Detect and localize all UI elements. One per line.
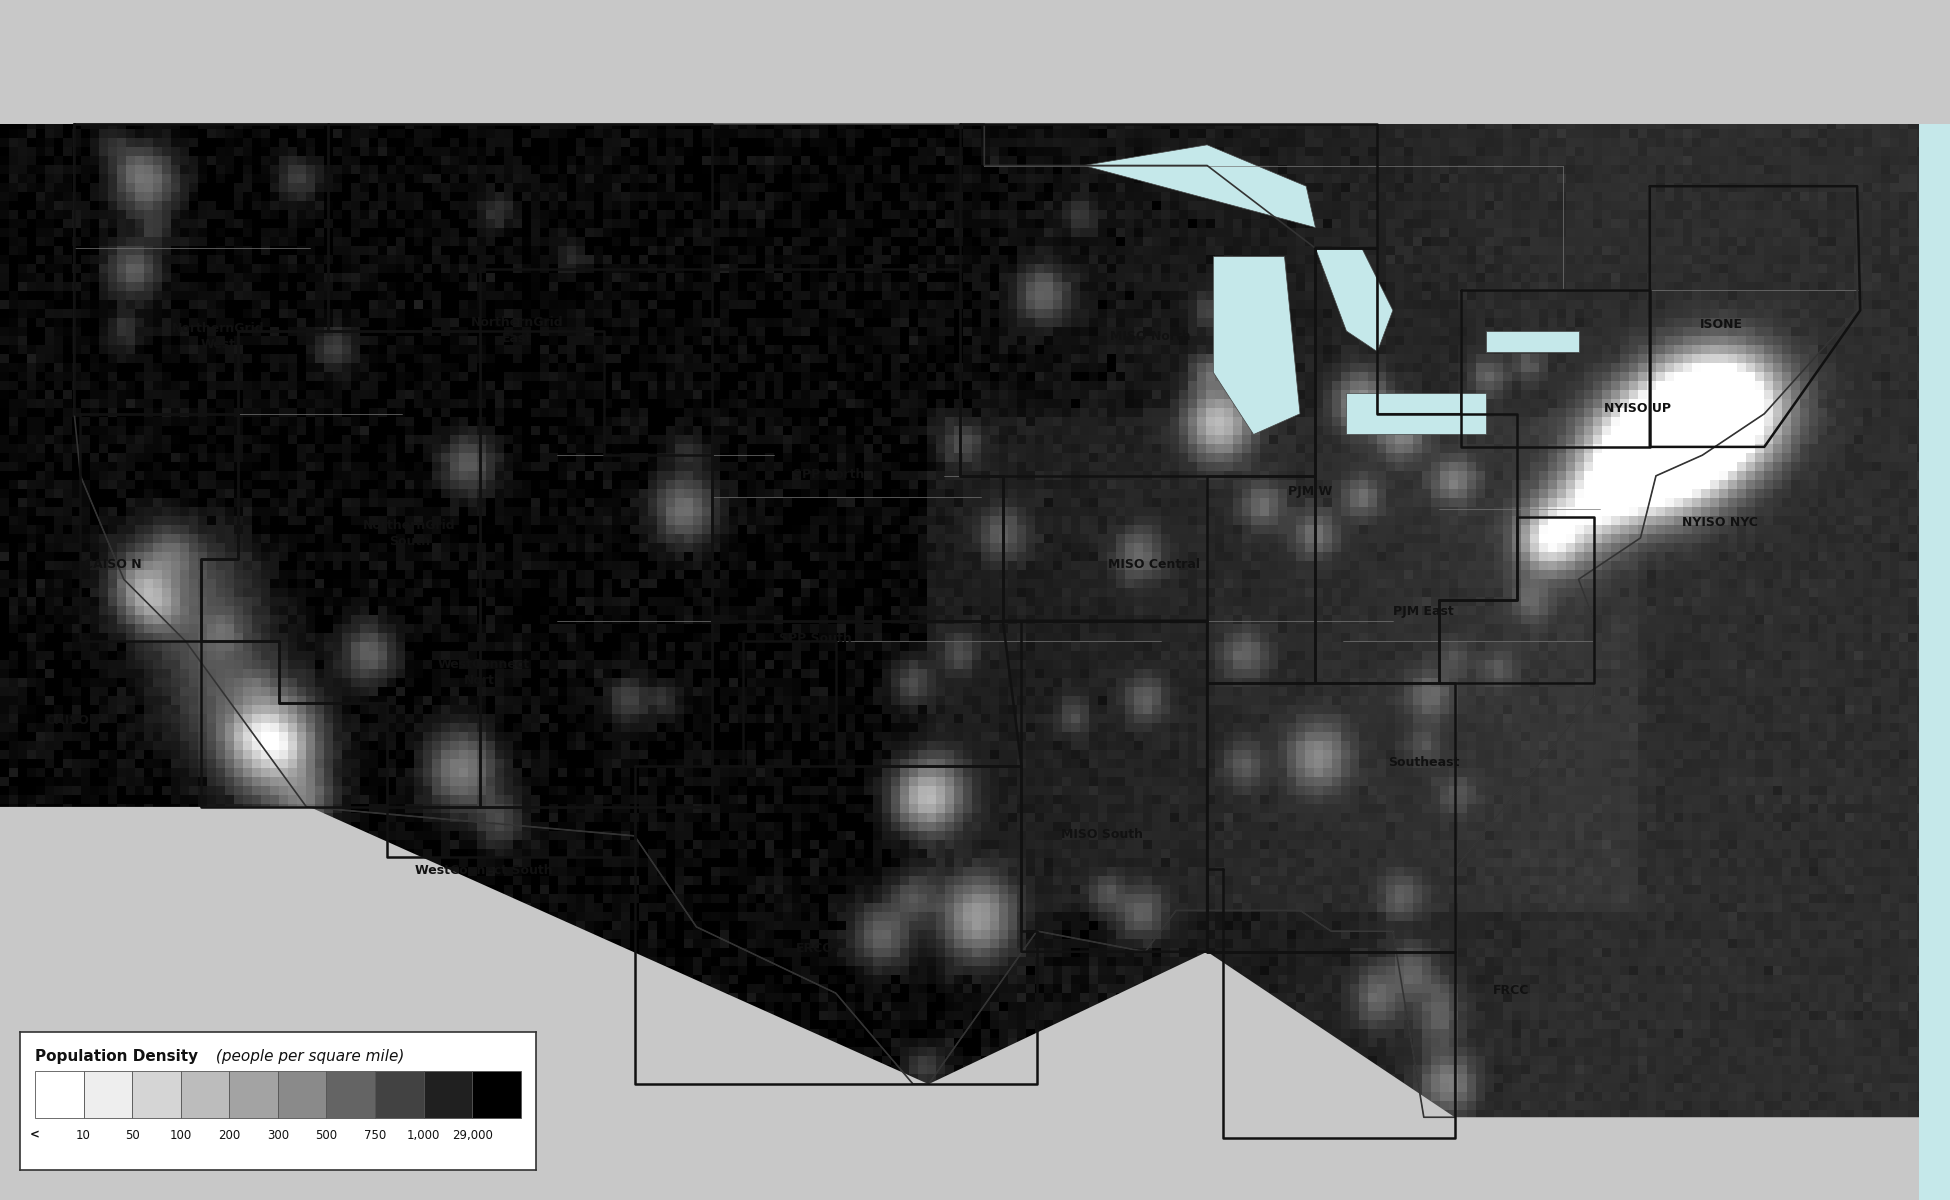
Text: 100: 100 <box>170 1128 191 1141</box>
Polygon shape <box>1213 257 1301 434</box>
Text: NorthernGrid
South: NorthernGrid South <box>363 520 456 548</box>
Bar <box>277 1070 326 1117</box>
Text: PJM W: PJM W <box>1289 486 1332 498</box>
Text: <: < <box>29 1128 39 1141</box>
Bar <box>472 1070 521 1117</box>
Text: WestConnect South: WestConnect South <box>415 864 552 876</box>
Text: MISO South: MISO South <box>1061 828 1143 840</box>
Text: NorthernGrid
West: NorthernGrid West <box>172 322 265 350</box>
Bar <box>374 1070 423 1117</box>
Polygon shape <box>1084 145 1316 228</box>
Polygon shape <box>1919 0 1950 1200</box>
Text: 29,000: 29,000 <box>452 1128 493 1141</box>
Text: ISONE: ISONE <box>1700 318 1743 330</box>
Text: 750: 750 <box>365 1128 386 1141</box>
Text: (people per square mile): (people per square mile) <box>211 1049 404 1063</box>
Text: NorthernGrid
East: NorthernGrid East <box>470 316 564 344</box>
Polygon shape <box>0 0 1950 124</box>
Polygon shape <box>0 806 1950 1200</box>
Text: 1,000: 1,000 <box>408 1128 441 1141</box>
Text: SPP South: SPP South <box>778 632 852 644</box>
Text: 500: 500 <box>316 1128 337 1141</box>
Text: NYISO UP: NYISO UP <box>1605 402 1671 414</box>
Bar <box>35 1070 84 1117</box>
Text: 50: 50 <box>125 1128 140 1141</box>
Polygon shape <box>1316 248 1392 352</box>
Bar <box>423 1070 472 1117</box>
Polygon shape <box>1486 331 1580 352</box>
Text: PJM East: PJM East <box>1392 606 1455 618</box>
Text: MISO North: MISO North <box>1110 330 1191 342</box>
Text: WestConnect
North: WestConnect North <box>437 658 530 686</box>
Text: SPP North: SPP North <box>794 468 864 480</box>
Polygon shape <box>0 0 1950 124</box>
Text: MISO Central: MISO Central <box>1108 558 1201 570</box>
Text: CAISO S: CAISO S <box>47 714 101 726</box>
Polygon shape <box>1346 394 1486 434</box>
Text: 10: 10 <box>76 1128 92 1141</box>
Bar <box>84 1070 133 1117</box>
Bar <box>230 1070 277 1117</box>
Text: FRCC: FRCC <box>1494 984 1529 996</box>
Text: NYISO NYC: NYISO NYC <box>1683 516 1757 528</box>
Text: CAISO N: CAISO N <box>84 558 142 570</box>
Text: Southeast: Southeast <box>1388 756 1459 768</box>
Text: 300: 300 <box>267 1128 289 1141</box>
Bar <box>326 1070 374 1117</box>
Bar <box>133 1070 181 1117</box>
Text: Population Density: Population Density <box>35 1049 199 1063</box>
Bar <box>181 1070 230 1117</box>
Text: ERCOT: ERCOT <box>796 942 842 954</box>
Text: 200: 200 <box>218 1128 240 1141</box>
